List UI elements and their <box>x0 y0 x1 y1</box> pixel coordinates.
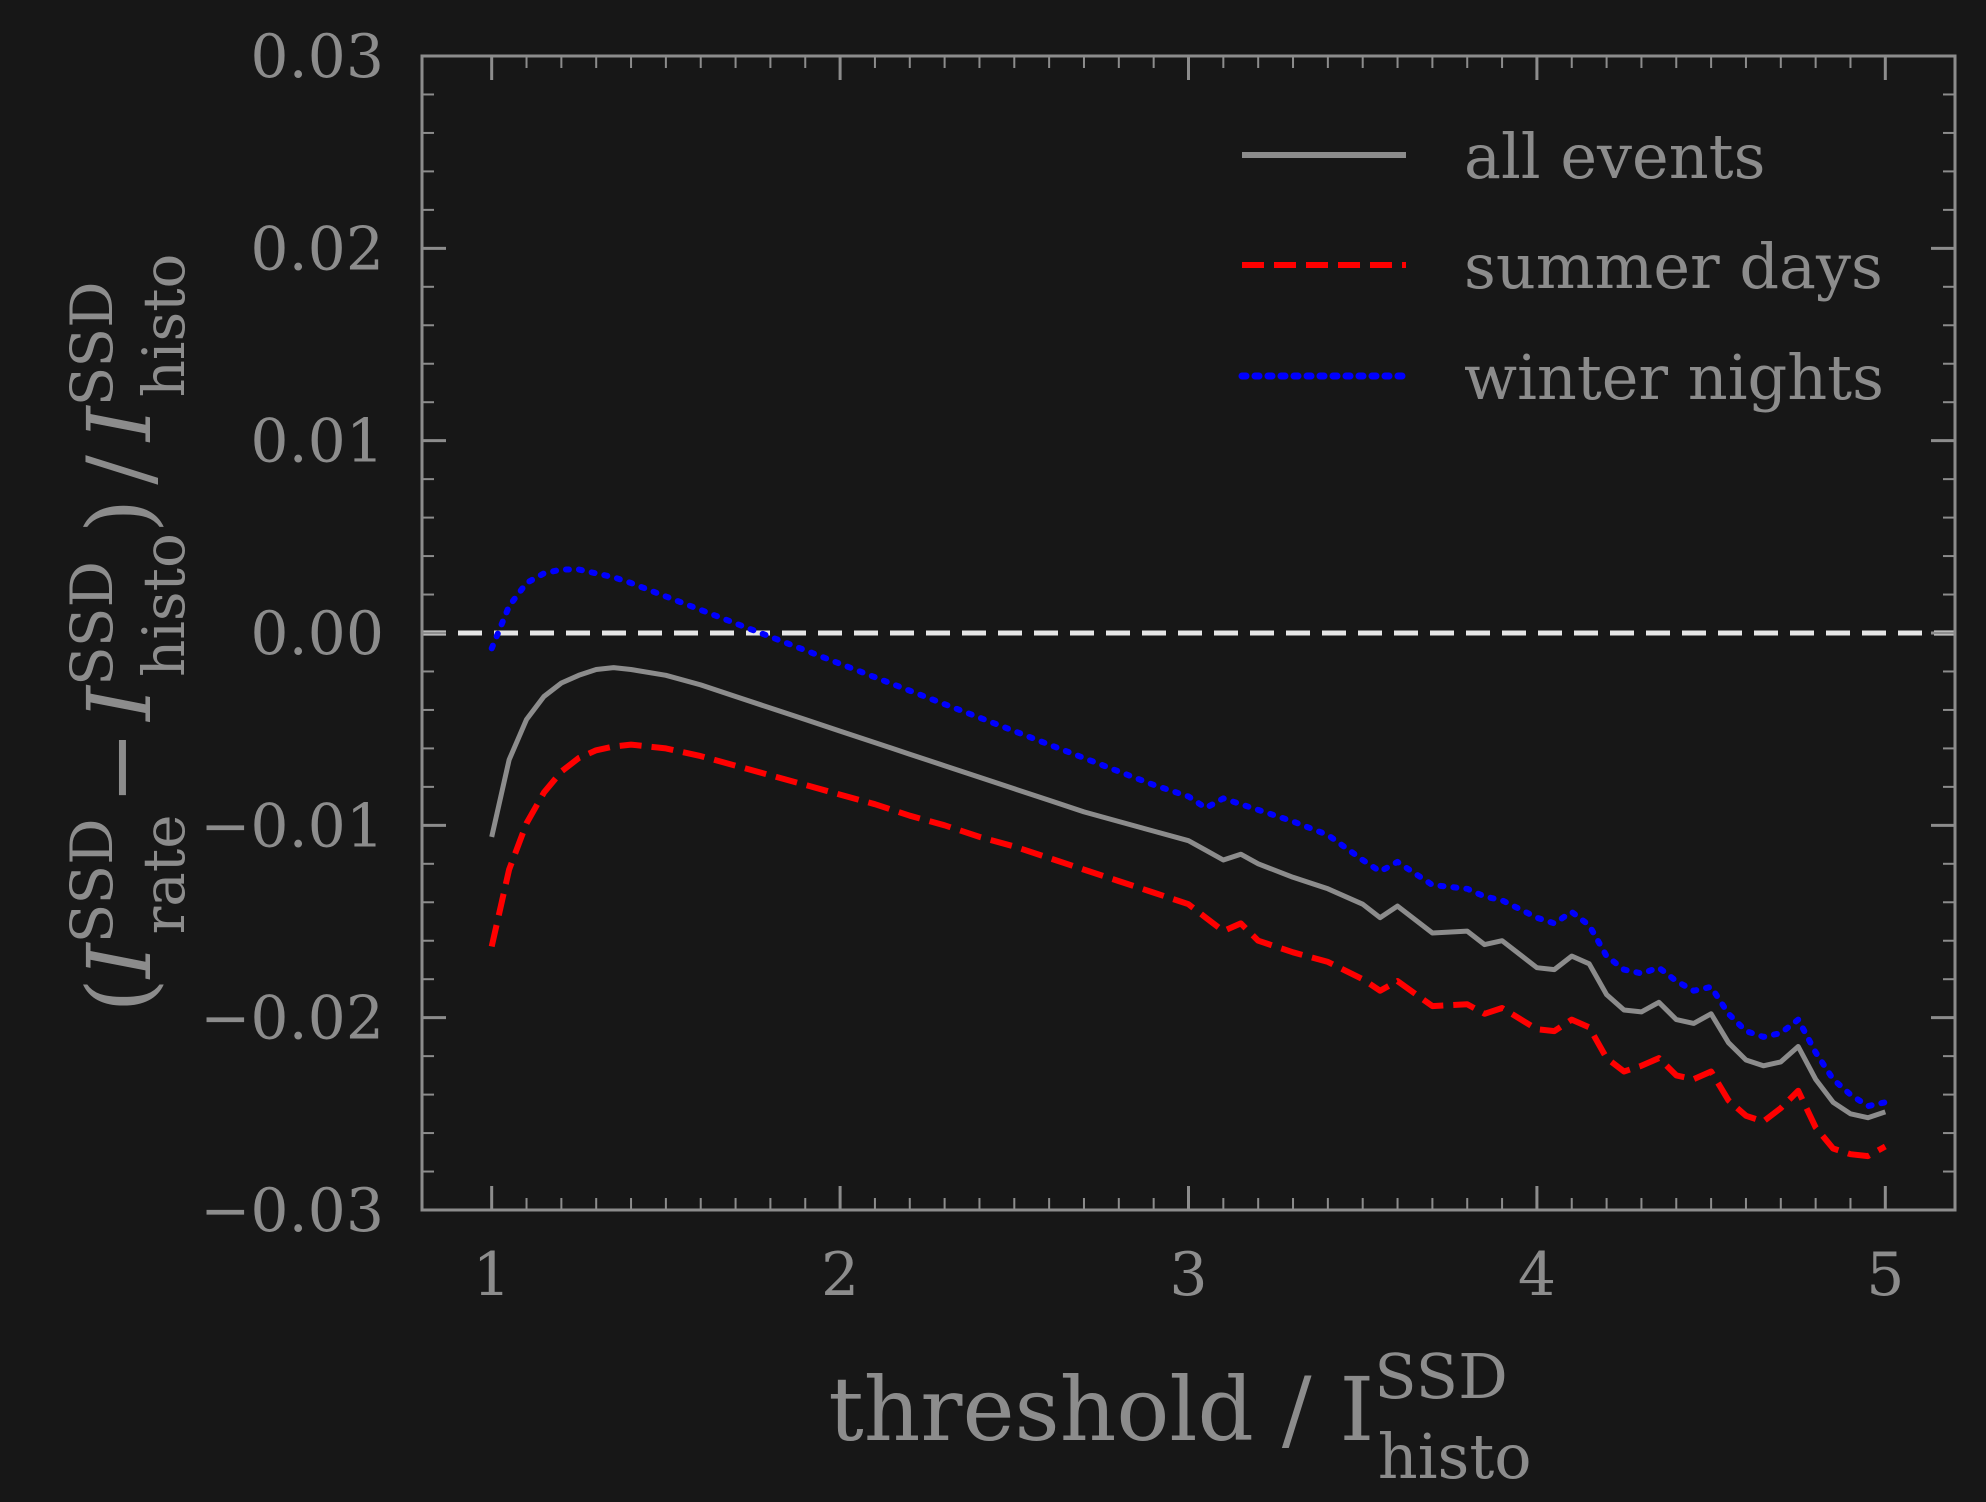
series-line-all-events <box>489 665 1887 1121</box>
plot-area <box>422 566 1955 1160</box>
y-label-term2-sub: histo <box>130 533 198 677</box>
y-label-open: ( <box>68 978 171 1012</box>
x-axis-label-main: threshold / I <box>828 1358 1374 1461</box>
y-label-close: ) <box>68 499 171 533</box>
y-label-term2-sup: SSD <box>58 561 126 686</box>
y-tick-label: −0.03 <box>200 1176 384 1246</box>
y-label-term2: I <box>68 684 171 723</box>
y-tick-label: 0.01 <box>250 407 384 477</box>
x-tick-label: 4 <box>1518 1240 1556 1310</box>
y-tick-label: −0.01 <box>200 791 384 861</box>
axis-ticks <box>422 54 1955 1212</box>
y-label-term3: I <box>68 404 171 443</box>
legend-label-all-events: all events <box>1464 120 1765 193</box>
y-tick-label: −0.02 <box>200 984 384 1054</box>
y-axis-label: (ISSDrate−ISSDhisto)/ISSDhisto <box>58 254 198 1013</box>
y-label-minus: − <box>68 731 171 805</box>
x-tick-label: 3 <box>1169 1240 1207 1310</box>
legend-label-summer-days: summer days <box>1464 230 1883 303</box>
y-label-term1-sup: SSD <box>58 818 126 943</box>
series-line-winter-nights <box>488 566 1889 1110</box>
y-tick-label: 0.00 <box>250 599 384 669</box>
y-tick-label: 0.03 <box>250 22 384 92</box>
legend-label-winter-nights: winter nights <box>1464 341 1884 414</box>
x-tick-label: 1 <box>473 1240 511 1310</box>
series-line-summer-days <box>488 741 1887 1160</box>
x-axis-label-sub: histo <box>1378 1420 1532 1493</box>
y-label-term3-sup: SSD <box>58 281 126 406</box>
x-tick-label: 5 <box>1866 1240 1904 1310</box>
x-axis-label: threshold / ISSD histo <box>828 1340 1531 1493</box>
y-label-term1: I <box>68 941 171 980</box>
y-tick-label: 0.02 <box>250 214 384 284</box>
y-label-slash: / <box>68 455 171 485</box>
svg-text:(ISSDrate−ISSDhisto)/ISSDhisto: (ISSDrate−ISSDhisto)/ISSDhisto <box>58 254 198 1013</box>
y-label-term3-sub: histo <box>130 254 198 398</box>
x-axis-label-sup: SSD <box>1374 1340 1508 1413</box>
tick-labels: 1 2 3 4 5 −0.03 −0.02 −0.01 0.00 0.01 0.02 0.03 <box>200 22 1904 1310</box>
legend: all events summer days winter nights <box>1238 120 1884 414</box>
y-label-term1-sub: rate <box>130 814 198 934</box>
x-tick-label: 2 <box>821 1240 859 1310</box>
